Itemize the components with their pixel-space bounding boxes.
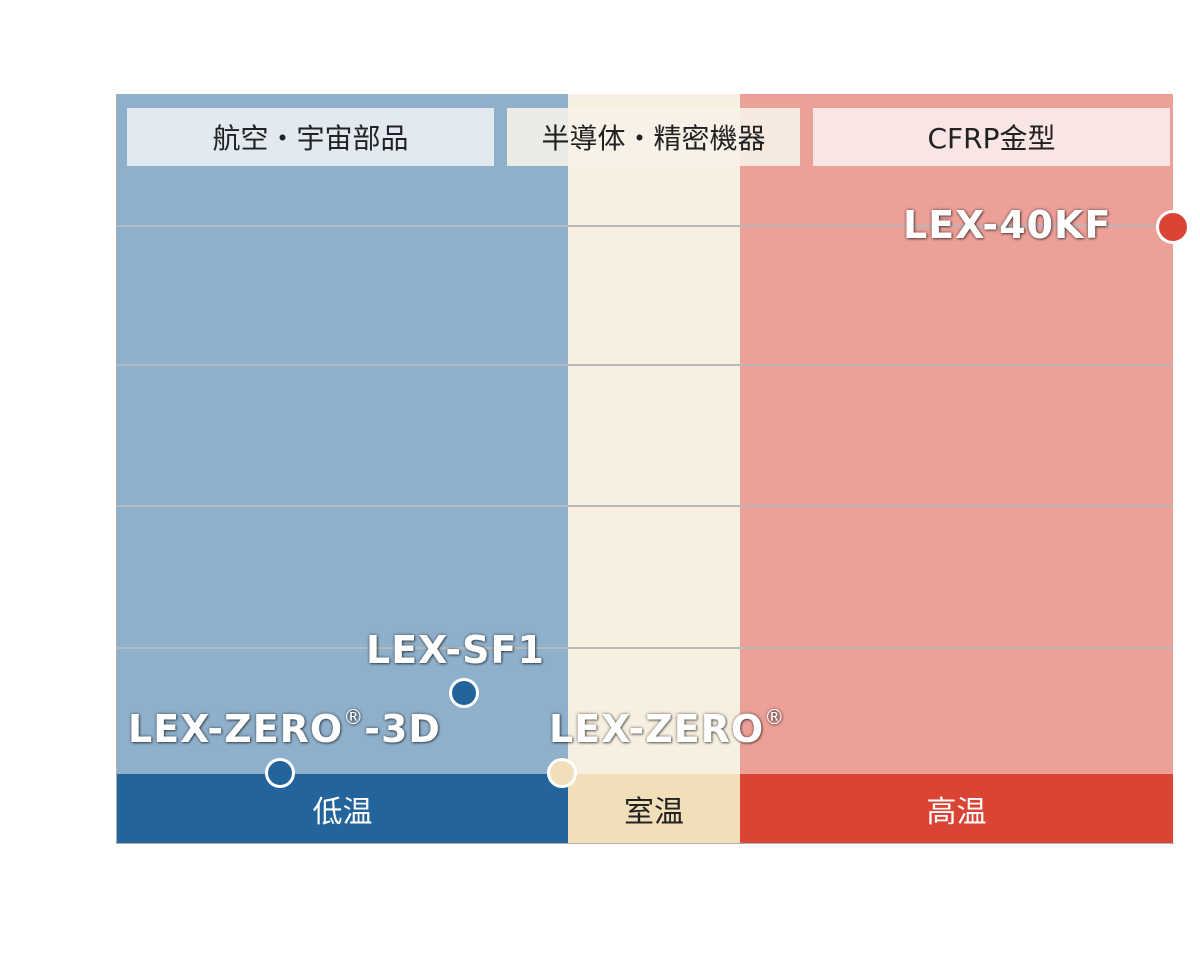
y-axis-line — [116, 94, 117, 844]
point-lex-zero-3d — [265, 758, 295, 788]
point-lex-zero — [547, 758, 577, 788]
gridline — [117, 225, 1173, 227]
industry-label-semiconductor: 半導体・精密機器 — [507, 108, 800, 166]
low-temp-band — [117, 94, 568, 774]
label-lex-zero-3d-tail: -3D — [364, 707, 441, 751]
room-temp-band — [568, 94, 740, 774]
category-label-low: 低温 — [117, 774, 568, 844]
label-lex-zero-3d: LEX-ZERO®-3D — [128, 705, 441, 751]
gridline — [117, 647, 1173, 649]
label-lex-40kf: LEX-40KF — [903, 203, 1112, 247]
label-lex-zero: LEX-ZERO® — [549, 705, 785, 751]
industry-label-cfrp: CFRP金型 — [813, 108, 1170, 166]
label-lex-sf1: LEX-SF1 — [366, 628, 545, 672]
gridline — [117, 505, 1173, 507]
registered-mark: ® — [764, 705, 786, 729]
category-label-room: 室温 — [568, 774, 740, 844]
label-lex-zero-main: LEX-ZERO — [549, 707, 765, 751]
registered-mark: ® — [343, 705, 365, 729]
gridline — [117, 364, 1173, 366]
point-lex-sf1 — [449, 678, 479, 708]
x-axis-line — [116, 843, 1174, 844]
industry-label-aerospace: 航空・宇宙部品 — [127, 108, 494, 166]
category-label-high: 高温 — [740, 774, 1173, 844]
high-temp-band — [740, 94, 1173, 774]
point-lex-40kf — [1156, 210, 1190, 244]
label-lex-zero-3d-main: LEX-ZERO — [128, 707, 344, 751]
